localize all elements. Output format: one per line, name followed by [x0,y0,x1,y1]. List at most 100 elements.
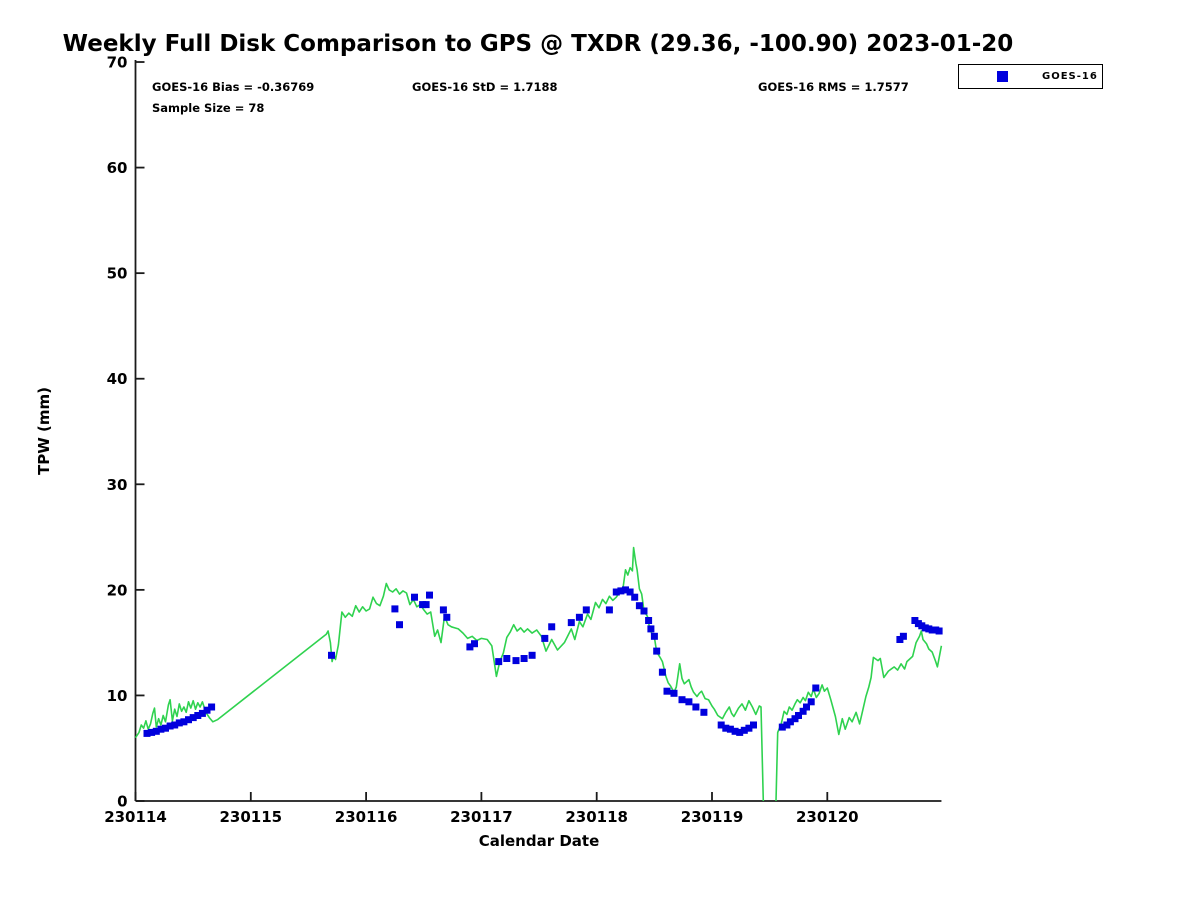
goes16-marker [645,617,653,624]
goes16-marker [745,724,753,732]
goes16-marker [935,627,943,635]
goes16-marker [731,727,739,735]
x-tick-label: 230118 [565,808,628,826]
goes16-marker [422,601,430,609]
goes16-marker [778,723,786,731]
chart-title: Weekly Full Disk Comparison to GPS @ TXD… [62,31,1014,57]
goes16-marker [622,586,629,594]
goes16-marker [647,625,655,633]
goes16-marker [692,703,700,711]
goes16-marker [700,708,708,716]
goes16-marker [328,651,335,659]
x-tick-label: 230114 [104,808,167,826]
x-tick-label: 230119 [681,808,744,826]
stat-bias: GOES-16 Bias = -0.36769 [152,80,315,94]
goes16-marker [443,613,451,621]
gps-line-segment [134,546,765,802]
goes16-marker [185,716,192,724]
goes16-marker [750,721,757,729]
goes16-marker [736,728,744,736]
goes16-marker [466,643,474,651]
goes16-marker [640,607,648,615]
y-tick-label: 50 [107,265,128,283]
goes16-marker [203,706,211,714]
goes16-marker [152,727,160,735]
goes16-marker [541,634,549,642]
goes16-marker [208,703,216,711]
goes16-marker [807,698,815,706]
goes16-marker [171,721,179,729]
goes16-marker [670,689,678,697]
stat-sample-size: Sample Size = 78 [152,101,265,115]
goes16-marker [180,718,188,726]
goes16-marker [685,698,693,706]
goes16-marker [899,632,907,640]
goes16-marker [495,658,503,666]
x-axis-label: Calendar Date [478,832,600,850]
y-tick-label: 30 [107,476,128,494]
goes16-marker [635,602,643,610]
goes16-marker [575,613,583,621]
x-tick-label: 230116 [335,808,398,826]
stat-rms: GOES-16 RMS = 1.7577 [758,80,909,94]
goes16-marker [631,593,639,601]
goes16-marker [194,712,202,719]
y-axis-label: TPW (mm) [35,387,53,475]
goes16-marker [391,605,399,613]
goes16-marker [166,722,174,730]
y-tick-label: 0 [117,793,127,811]
goes16-marker [786,718,794,726]
goes16-marker [189,714,197,722]
goes16-marker [605,606,613,614]
goes16-marker [396,621,403,629]
y-tick-label: 40 [107,370,128,388]
goes16-marker [157,725,165,733]
goes16-marker [411,593,418,601]
goes16-marker [617,587,625,595]
goes16-marker [175,719,183,727]
goes16-marker [799,707,807,715]
goes16-marker [503,655,511,662]
goes16-marker [678,696,686,704]
goes16-marker [162,724,169,732]
y-tick-label: 20 [107,581,128,599]
goes16-marker [528,651,536,659]
goes16-marker [803,703,810,711]
goes16-marker [653,647,661,655]
goes16-marker [471,640,478,648]
goes16-marker [658,668,666,676]
goes16-marker [198,709,206,717]
goes16-marker [626,588,634,596]
legend-label: GOES-16 [1042,71,1098,82]
y-tick-label: 70 [107,54,128,72]
goes16-marker [582,606,590,614]
goes16-marker [143,729,151,737]
goes16-marker [663,687,671,695]
goes16-marker [520,655,528,662]
gps-line-segment [775,630,943,802]
legend: GOES-16 [958,64,1103,89]
goes16-marker [612,588,620,596]
x-tick-label: 230117 [450,808,513,826]
goes16-marker [650,632,658,640]
goes16-marker [426,591,433,599]
x-tick-label: 230115 [219,808,282,826]
goes16-marker [812,684,820,692]
goes16-marker [740,726,748,734]
goes16-marker [795,712,802,719]
goes16-marker [726,725,734,733]
goes16-square-marker-icon [997,71,1008,82]
goes16-marker [439,606,447,614]
goes16-marker [512,657,520,665]
goes16-marker [567,619,575,627]
stat-std: GOES-16 StD = 1.7188 [412,80,558,94]
goes16-marker [717,721,725,729]
goes16-marker [148,728,156,736]
x-tick-label: 230120 [796,808,859,826]
goes16-marker [722,724,730,732]
y-tick-label: 10 [107,687,128,705]
y-tick-label: 60 [107,159,128,177]
goes16-marker [548,623,556,631]
